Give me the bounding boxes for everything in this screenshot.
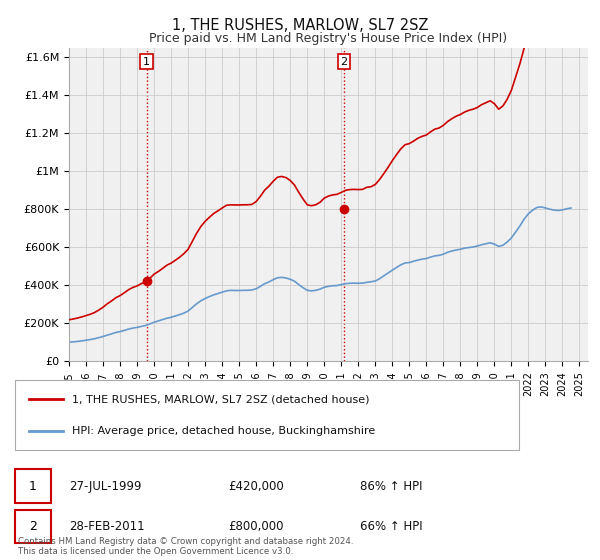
Text: 1: 1: [29, 479, 37, 493]
Text: £800,000: £800,000: [228, 520, 284, 533]
Text: 27-JUL-1999: 27-JUL-1999: [69, 479, 142, 493]
Text: 2: 2: [340, 57, 347, 67]
Text: 2: 2: [29, 520, 37, 533]
FancyBboxPatch shape: [15, 469, 51, 503]
Text: 86% ↑ HPI: 86% ↑ HPI: [360, 479, 422, 493]
Text: 1, THE RUSHES, MARLOW, SL7 2SZ (detached house): 1, THE RUSHES, MARLOW, SL7 2SZ (detached…: [72, 394, 370, 404]
Text: Contains HM Land Registry data © Crown copyright and database right 2024.
This d: Contains HM Land Registry data © Crown c…: [18, 537, 353, 556]
FancyBboxPatch shape: [15, 510, 51, 543]
Text: 1: 1: [143, 57, 150, 67]
Text: 28-FEB-2011: 28-FEB-2011: [69, 520, 145, 533]
Text: 66% ↑ HPI: 66% ↑ HPI: [360, 520, 422, 533]
FancyBboxPatch shape: [15, 380, 519, 450]
Text: £420,000: £420,000: [228, 479, 284, 493]
Title: Price paid vs. HM Land Registry's House Price Index (HPI): Price paid vs. HM Land Registry's House …: [149, 32, 508, 45]
Text: 1, THE RUSHES, MARLOW, SL7 2SZ: 1, THE RUSHES, MARLOW, SL7 2SZ: [172, 18, 428, 32]
Text: HPI: Average price, detached house, Buckinghamshire: HPI: Average price, detached house, Buck…: [72, 426, 375, 436]
